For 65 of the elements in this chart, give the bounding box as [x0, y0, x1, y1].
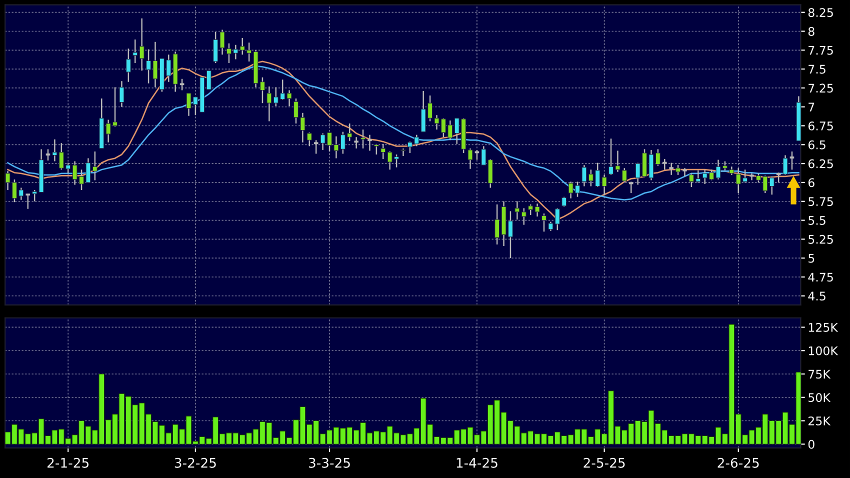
candlestick: [676, 164, 681, 176]
y-tick-label: 4.75: [808, 272, 833, 282]
candlestick: [119, 80, 124, 108]
candlestick: [468, 148, 473, 170]
candlestick: [662, 158, 668, 170]
candlestick: [622, 167, 627, 184]
candlestick: [488, 158, 493, 188]
x-tick-label: 2-5-25: [584, 458, 625, 468]
y-tick-label: 7: [808, 102, 814, 112]
candlestick: [534, 203, 540, 218]
y-tick-label: 8.25: [808, 8, 833, 17]
y-tick-label: 6.75: [808, 121, 833, 130]
candlestick: [769, 176, 774, 196]
candlestick: [602, 174, 607, 196]
candlestick: [514, 200, 520, 220]
y-tick-label: 7.5: [808, 64, 826, 74]
candlestick: [521, 208, 526, 226]
candlestick: [528, 204, 534, 216]
y-tick-label: 4.5: [808, 292, 826, 301]
y-tick-label: 5.5: [808, 216, 826, 225]
candlestick: [582, 164, 587, 187]
y-tick-label: 5.75: [808, 197, 833, 206]
candlestick: [668, 162, 674, 176]
candlestick: [400, 148, 406, 157]
candlestick: [132, 38, 138, 64]
candlestick: [52, 138, 58, 162]
y-tick-label: 0: [808, 440, 814, 449]
y-tick-label: 75K: [808, 370, 831, 379]
y-tick-label: 50K: [808, 393, 831, 402]
y-tick-label: 8: [808, 26, 814, 36]
candlestick: [126, 48, 131, 83]
y-tick-label: 125K: [808, 322, 838, 332]
candlestick: [353, 136, 360, 150]
candlestick: [366, 134, 373, 152]
y-tick-label: 7.25: [808, 84, 833, 93]
x-tick-label: 2-1-25: [48, 458, 89, 468]
candlestick: [682, 167, 688, 178]
y-tick-label: 25K: [808, 416, 831, 426]
candlestick: [554, 208, 560, 231]
y-tick-label: 100K: [808, 346, 838, 356]
candlestick: [306, 132, 312, 147]
x-tick-label: 1-4-25: [456, 458, 498, 468]
candlestick: [266, 86, 272, 122]
candlestick: [562, 196, 567, 208]
y-tick-label: 5.25: [808, 234, 833, 244]
candlestick: [782, 154, 788, 176]
y-tick-label: 7.75: [808, 46, 833, 55]
candlestick: [542, 212, 546, 232]
candlestick: [481, 146, 486, 166]
candlestick: [286, 90, 292, 107]
x-tick-label: 3-2-25: [174, 458, 216, 468]
y-tick-label: 5: [808, 254, 814, 263]
candlestick: [139, 18, 144, 72]
y-tick-label: 6: [808, 178, 814, 188]
y-tick-label: 6.25: [808, 159, 833, 168]
y-tick-label: 6.5: [808, 140, 826, 150]
x-tick-label: 2-6-25: [718, 458, 759, 468]
candlestick: [92, 150, 98, 181]
candlestick: [374, 143, 379, 156]
candlestick: [548, 221, 554, 232]
candlestick: [380, 143, 386, 160]
x-tick-label: 3-3-25: [308, 458, 350, 468]
candlestick: [360, 128, 366, 150]
candlestick: [206, 70, 212, 90]
candlestick: [32, 189, 38, 202]
